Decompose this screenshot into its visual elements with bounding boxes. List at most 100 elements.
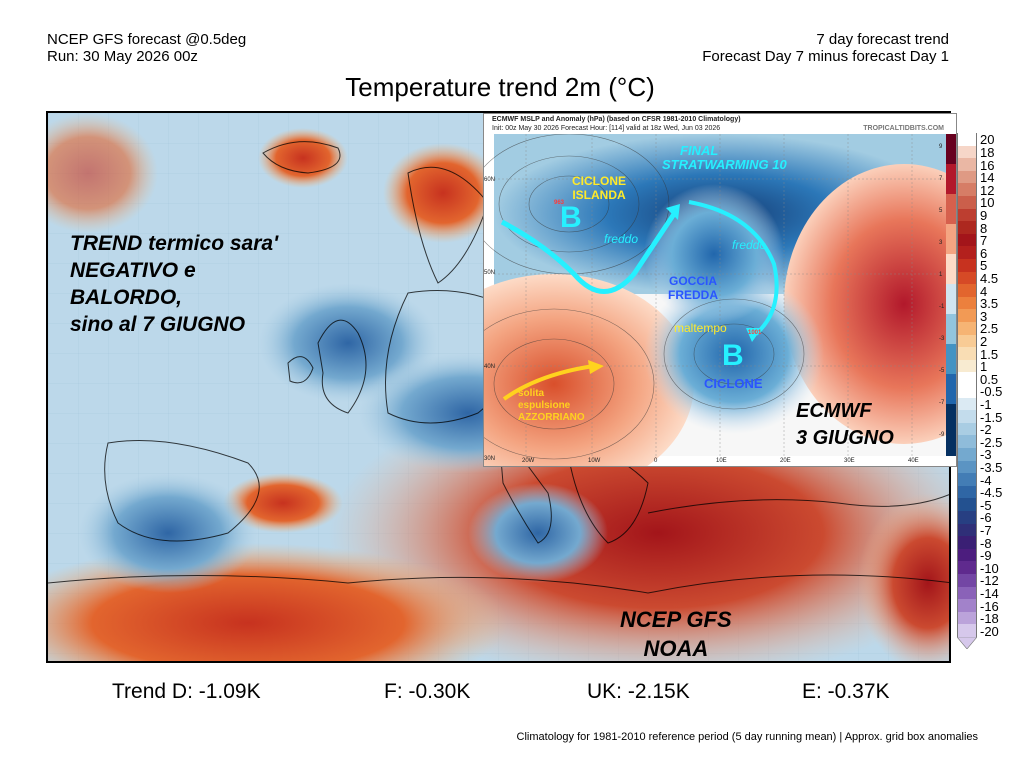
pressure-label-1001: 1001: [748, 330, 762, 336]
colorbar-tick-label: -1.5: [980, 409, 1003, 425]
ecmwf-line-2: 3 GIUGNO: [796, 427, 894, 449]
lon-labels: 20W 10W 0 10E 20E 30E 40E: [484, 458, 956, 466]
inset-source: TROPICALTIDBITS.COM: [863, 125, 944, 132]
ncep-line-2: NOAA: [643, 636, 709, 661]
colorbar-tick-label: 10: [980, 195, 995, 211]
colorbar-swatch: [957, 196, 977, 209]
colorbar-swatch: [957, 259, 977, 272]
ciclone-label: CICLONE: [704, 376, 763, 391]
colorbar-swatch: [957, 473, 977, 486]
inset-lon-tick: 40E: [908, 458, 919, 464]
colorbar-swatch: [957, 536, 977, 549]
colorbar-swatch: [957, 624, 977, 637]
colorbar-tick-label: -4.5: [980, 485, 1003, 501]
ciclone-islanda-label: CICLONE ISLANDA: [572, 174, 626, 202]
colorbar-tick-label: 18: [980, 144, 995, 160]
goccia-fredda-label: GOCCIA FREDDA: [668, 274, 718, 302]
colorbar-swatch: [957, 359, 977, 373]
colorbar-tick-label: -14: [980, 585, 999, 601]
colorbar-tick-label: -16: [980, 598, 999, 614]
colorbar-tick-label: 12: [980, 182, 995, 198]
inset-scale-tick: 7: [939, 176, 943, 182]
inset-scale-tick: -7: [939, 400, 945, 406]
lat-60n: 60N: [484, 177, 496, 183]
run-date: Run: 30 May 2026 00z: [47, 48, 198, 65]
colorbar-swatch: [957, 397, 977, 411]
maltempo-label: maltempo: [674, 321, 727, 335]
colorbar-swatch: [957, 221, 977, 234]
colorbar-tick-label: 8: [980, 220, 988, 236]
final-line-1: FINAL: [680, 143, 719, 158]
climatology-footnote: Climatology for 1981-2010 reference peri…: [516, 731, 978, 743]
colorbar-tick-label: 1: [980, 359, 988, 375]
colorbar-swatch: [957, 410, 977, 423]
goccia-line-2: FREDDA: [668, 288, 718, 302]
inset-scale-tick: -3: [939, 336, 945, 342]
colorbar-tick-label: 4.5: [980, 270, 999, 286]
final-line-2: STRATWARMING 10: [662, 157, 787, 172]
colorbar-swatch: [957, 334, 977, 348]
inset-title: ECMWF MSLP and Anomaly (hPa) (based on C…: [492, 116, 741, 123]
colorbar-tick-label: 4: [980, 283, 988, 299]
inset-scale-tick: 9: [939, 144, 943, 150]
inset-colorbar: [946, 134, 956, 456]
lat-30n: 30N: [484, 456, 496, 462]
trend-france: F: -0.30K: [384, 680, 471, 703]
colorbar-swatch: [957, 485, 977, 499]
inset-lon-tick: 10W: [588, 458, 601, 464]
low-b-mediterranean: B: [722, 339, 744, 372]
inset-scale-tick: 1: [939, 272, 943, 278]
colorbar-swatch: [957, 233, 977, 247]
trend-commentary: TREND termico sara' NEGATIVO e BALORDO, …: [70, 230, 278, 338]
trend-spain: E: -0.37K: [802, 680, 890, 703]
solita-line-1: solita: [518, 388, 545, 399]
colorbar-swatch: [957, 347, 977, 360]
inset-subtitle: Init: 00z May 30 2026 Forecast Hour: [11…: [492, 125, 721, 132]
low-b-iceland: B: [560, 201, 582, 234]
goccia-line-1: GOCCIA: [669, 274, 717, 288]
colorbar-swatch: [957, 372, 977, 385]
colorbar-swatch: [957, 170, 977, 184]
italy-cold-anomaly: [468, 483, 608, 583]
coastlines: [48, 141, 949, 594]
jet-arrow-west: [500, 212, 677, 294]
colorbar-tick-label: -20: [980, 623, 999, 639]
colorbar-tick-label: 3.5: [980, 296, 999, 312]
colorbar-swatch: [957, 246, 977, 259]
colorbar-swatch: [957, 435, 977, 448]
colorbar-swatch: [957, 498, 977, 511]
colorbar-swatch: [957, 422, 977, 436]
iceland-warm-anomaly: [258, 128, 348, 188]
colorbar-tick-label: -1: [980, 396, 992, 412]
colorbar-swatch: [957, 611, 977, 625]
colorbar-tick-label: 16: [980, 157, 995, 173]
colorbar-tick-label: -5: [980, 497, 992, 513]
colorbar-tick-label: -9: [980, 548, 992, 564]
colorbar-swatch: [957, 183, 977, 196]
pressure-label-963: 963: [554, 200, 565, 206]
colorbar-tick-label: 2.5: [980, 321, 999, 337]
colorbar-tick-label: -6: [980, 510, 992, 526]
inset-lon-tick: 20W: [522, 458, 535, 464]
freddo-label-west: freddo: [604, 232, 639, 246]
inset-scale-tick: -1: [939, 304, 945, 310]
iberia-cold-anomaly: [78, 473, 258, 593]
colorbar-tick-label: -18: [980, 611, 999, 627]
colorbar-tick-label: 20: [980, 132, 995, 148]
ncep-line-1: NCEP GFS: [620, 607, 732, 632]
trend-line-3: BALORDO,: [70, 286, 182, 309]
trend-uk: UK: -2.15K: [587, 680, 690, 703]
colorbar-swatch: [957, 322, 977, 335]
page-title: Temperature trend 2m (°C): [345, 72, 655, 102]
final-stratwarming-label: FINAL STRATWARMING 10: [662, 144, 787, 172]
colorbar-swatch: [957, 460, 977, 474]
colorbar-swatch: [957, 511, 977, 524]
solita-espulsione-label: solita espulsione AZZORRIANO: [518, 388, 585, 424]
inset-lon-tick: 20E: [780, 458, 791, 464]
colorbar-tick-label: -3: [980, 447, 992, 463]
ncep-credit: NCEP GFS NOAA: [620, 605, 732, 663]
cold-arrow-east: [688, 200, 779, 336]
azores-arrow: [502, 364, 595, 401]
colorbar-tick-label: 6: [980, 245, 988, 261]
colorbar-swatch: [957, 448, 977, 461]
